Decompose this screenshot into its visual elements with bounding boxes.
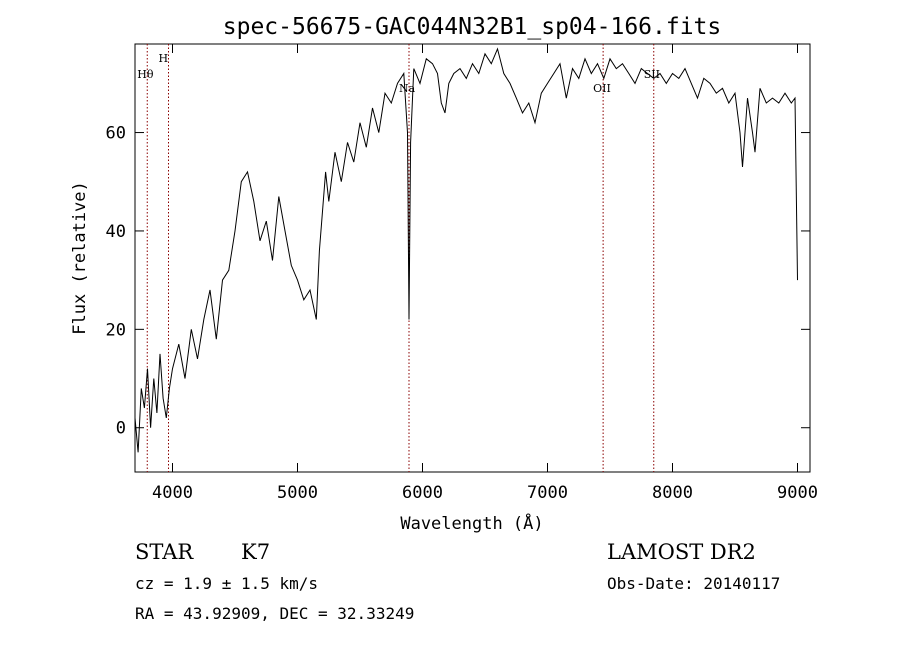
x-axis-label: Wavelength (Å) <box>400 512 543 534</box>
x-tick-label-8000: 8000 <box>652 483 693 503</box>
x-tick-label-7000: 7000 <box>527 483 568 503</box>
object-subclass: K7 <box>241 540 271 564</box>
y-axis-label: Flux (relative) <box>70 181 90 335</box>
line-marker-label-1: H <box>159 52 169 65</box>
y-tick-label-40: 40 <box>106 222 126 242</box>
line-marker-label-0: Hθ <box>137 68 154 81</box>
line-marker-label-2: Na <box>399 82 416 95</box>
line-markers: Hθ H Na OII SII <box>137 44 660 472</box>
obs-date: Obs-Date: 20140117 <box>607 574 781 593</box>
y-tick-label-0: 0 <box>116 419 126 439</box>
x-tick-label-5000: 5000 <box>277 483 318 503</box>
y-tick-label-60: 60 <box>106 124 126 144</box>
spectrum-series <box>134 47 798 453</box>
chart-title: spec-56675-GAC044N32B1_sp04-166.fits <box>223 14 722 40</box>
y-tick-label-20: 20 <box>106 320 126 340</box>
x-tick-label-6000: 6000 <box>402 483 443 503</box>
x-tick-label-4000: 4000 <box>152 483 193 503</box>
line-marker-label-4: SII <box>644 68 660 81</box>
spectrum-line <box>134 47 798 453</box>
coordinates: RA = 43.92909, DEC = 32.33249 <box>135 604 415 623</box>
line-marker-label-3: OII <box>593 82 611 95</box>
redshift-value: cz = 1.9 ± 1.5 km/s <box>135 574 319 593</box>
plot-frame <box>134 43 811 473</box>
axis-ticks: 4000 5000 6000 7000 8000 9000 0 20 40 60 <box>106 44 818 503</box>
survey-label: LAMOST DR2 <box>607 540 756 564</box>
object-class: STAR <box>135 540 194 564</box>
x-tick-label-9000: 9000 <box>777 483 818 503</box>
